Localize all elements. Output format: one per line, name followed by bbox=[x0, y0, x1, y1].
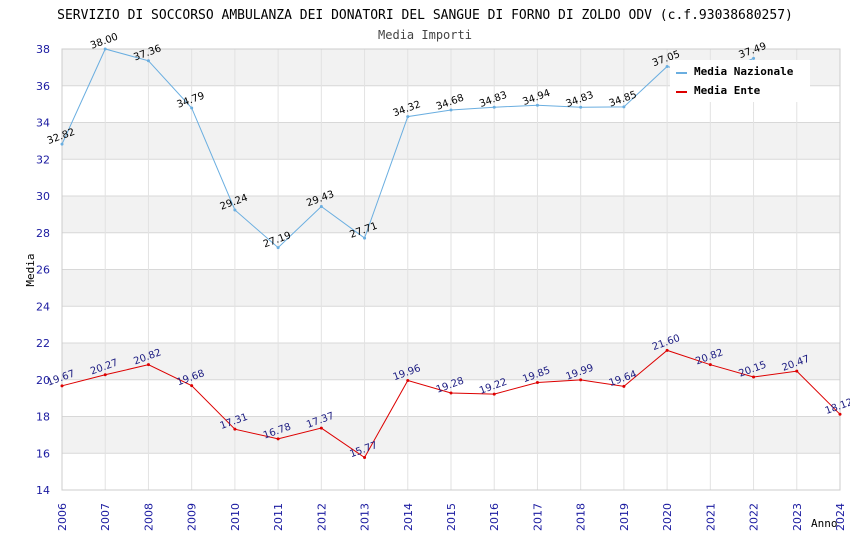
x-axis-ticks: 2006 2007 2008 2009 2010 2011 2012 2013 2014 2015… bbox=[56, 503, 847, 531]
x-tick-label: 2016 bbox=[488, 503, 501, 531]
data-point bbox=[449, 391, 453, 395]
data-point bbox=[535, 103, 539, 107]
y-tick-label: 18 bbox=[36, 411, 50, 424]
y-tick-label: 26 bbox=[36, 264, 50, 277]
plot-frame bbox=[61, 48, 841, 491]
x-tick-label: 2008 bbox=[142, 503, 155, 531]
data-point bbox=[449, 108, 453, 112]
x-tick-label: 2019 bbox=[618, 503, 631, 531]
data-point bbox=[708, 363, 712, 367]
x-tick-label: 2007 bbox=[99, 503, 112, 531]
data-point bbox=[190, 384, 194, 388]
data-point bbox=[795, 369, 799, 373]
data-point bbox=[146, 363, 150, 367]
x-tick-label: 2018 bbox=[575, 503, 588, 531]
data-point bbox=[665, 348, 669, 352]
y-tick-label: 24 bbox=[36, 300, 50, 313]
y-tick-label: 32 bbox=[36, 153, 50, 166]
y-tick-label: 34 bbox=[36, 117, 50, 130]
y-tick-label: 28 bbox=[36, 227, 50, 240]
data-point bbox=[622, 384, 626, 388]
x-tick-label: 2021 bbox=[704, 503, 717, 531]
series-layer bbox=[60, 47, 842, 459]
data-point bbox=[146, 59, 150, 63]
data-point bbox=[319, 204, 323, 208]
data-point bbox=[103, 373, 107, 377]
data-point bbox=[276, 246, 280, 250]
data-point bbox=[492, 392, 496, 396]
gridlines bbox=[61, 48, 841, 491]
y-axis-label: Media bbox=[24, 253, 37, 286]
data-point bbox=[363, 236, 367, 240]
x-tick-label: 2015 bbox=[445, 503, 458, 531]
data-point bbox=[319, 426, 323, 430]
data-point bbox=[190, 106, 194, 110]
data-point bbox=[60, 384, 64, 388]
x-tick-label: 2009 bbox=[186, 503, 199, 531]
y-tick-label: 20 bbox=[36, 374, 50, 387]
data-point bbox=[838, 412, 842, 416]
data-point bbox=[579, 378, 583, 382]
data-point bbox=[492, 105, 496, 109]
chart-title: SERVIZIO DI SOCCORSO AMBULANZA DEI DONAT… bbox=[57, 8, 793, 23]
legend-box bbox=[670, 60, 810, 102]
y-axis-ticks: 14 16 18 20 22 24 26 28 30 32 34 36 38 bbox=[36, 43, 50, 497]
data-point bbox=[665, 64, 669, 68]
data-point bbox=[276, 437, 280, 441]
data-point bbox=[406, 115, 410, 119]
x-tick-label: 2023 bbox=[791, 503, 804, 531]
x-tick-label: 2012 bbox=[315, 503, 328, 531]
data-point bbox=[103, 47, 107, 51]
y-tick-label: 14 bbox=[36, 484, 50, 497]
x-tick-label: 2014 bbox=[402, 503, 415, 531]
x-tick-label: 2011 bbox=[272, 503, 285, 531]
chart-subtitle: Media Importi bbox=[378, 28, 472, 42]
data-point bbox=[60, 142, 64, 146]
x-tick-label: 2006 bbox=[56, 503, 69, 531]
x-tick-label: 2022 bbox=[748, 503, 761, 531]
data-point bbox=[535, 381, 539, 385]
data-point bbox=[752, 375, 756, 379]
data-point bbox=[579, 105, 583, 109]
legend-label-nazionale: Media Nazionale bbox=[694, 65, 794, 78]
data-point bbox=[622, 105, 626, 109]
y-tick-label: 36 bbox=[36, 80, 50, 93]
data-point bbox=[406, 378, 410, 382]
x-tick-label: 2024 bbox=[834, 503, 847, 531]
y-tick-label: 22 bbox=[36, 337, 50, 350]
x-tick-label: 2017 bbox=[531, 503, 544, 531]
data-point bbox=[363, 455, 367, 459]
x-tick-label: 2013 bbox=[359, 503, 372, 531]
legend: Media Nazionale Media Ente bbox=[670, 60, 810, 102]
data-point bbox=[233, 208, 237, 212]
legend-label-ente: Media Ente bbox=[694, 84, 761, 97]
data-point bbox=[752, 56, 756, 60]
y-tick-label: 38 bbox=[36, 43, 50, 56]
x-tick-label: 2020 bbox=[661, 503, 674, 531]
y-tick-label: 30 bbox=[36, 190, 50, 203]
x-tick-label: 2010 bbox=[229, 503, 242, 531]
x-axis-label: Anno bbox=[811, 517, 838, 530]
y-tick-label: 16 bbox=[36, 447, 50, 460]
data-point bbox=[233, 427, 237, 431]
